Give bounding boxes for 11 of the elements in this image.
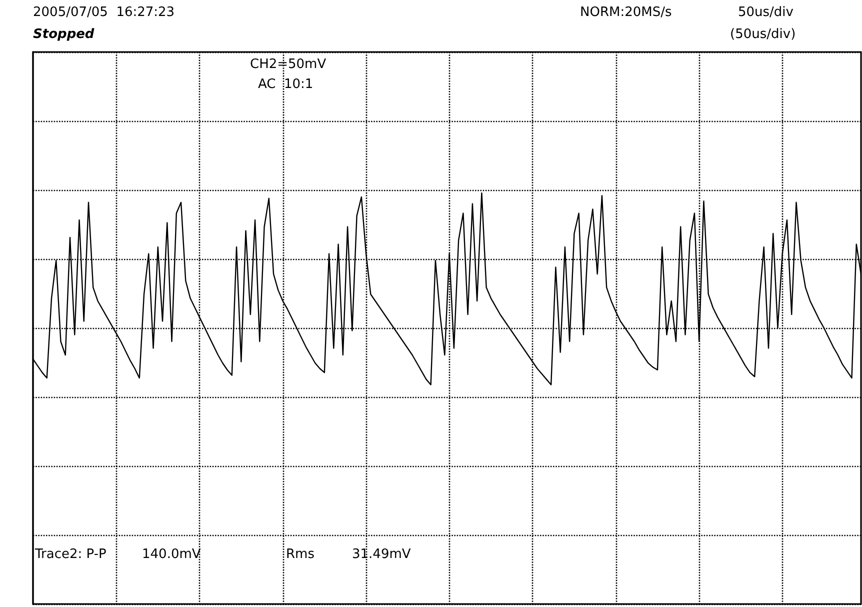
text: 31.49mV [352,547,411,562]
text: AC 10:1 [258,77,314,92]
text: NORM:20MS/s [580,5,672,20]
text: CH2=50mV [250,57,326,72]
text: 140.0mV [142,547,201,562]
text: 2005/07/05 16:27:23 [33,5,175,20]
text: Stopped [33,27,95,42]
text: 50us/div [738,5,794,20]
text: Trace2: P-P [34,547,107,562]
text: Rms [286,547,315,562]
text: (50us/div) [730,27,796,42]
